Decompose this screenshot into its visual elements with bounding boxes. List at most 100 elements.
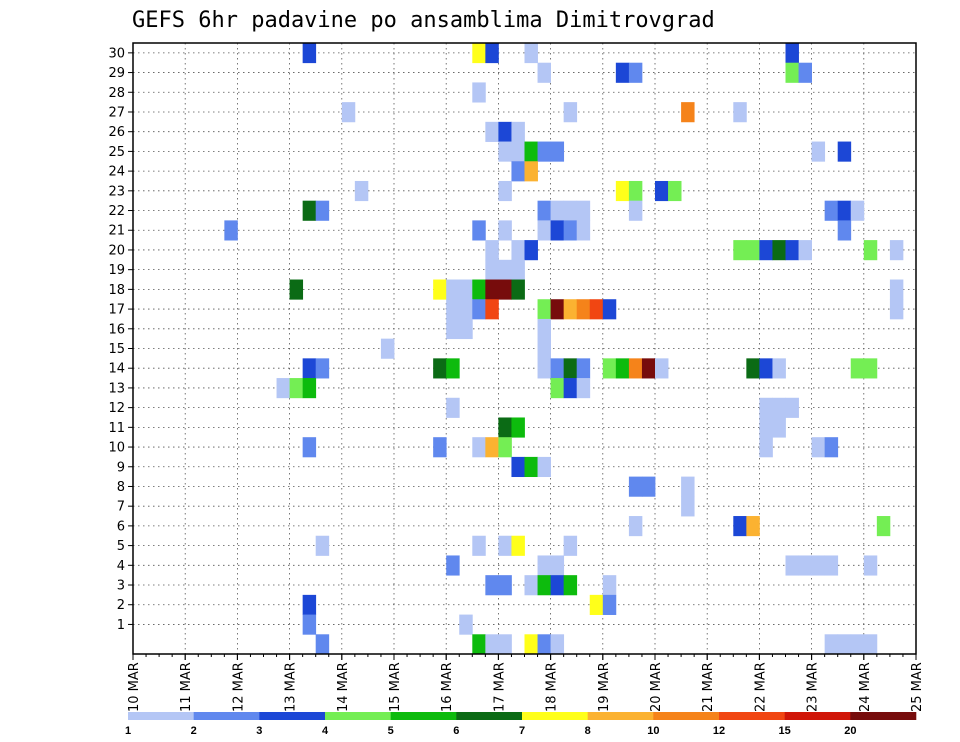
precip-cell xyxy=(785,555,799,576)
y-tick-label: 16 xyxy=(108,322,125,337)
precip-cell xyxy=(733,240,747,261)
precip-cell xyxy=(889,299,904,320)
legend-swatch xyxy=(259,712,326,720)
precip-cell xyxy=(876,516,891,537)
precip-cell xyxy=(850,358,865,379)
precip-cell xyxy=(759,417,773,438)
precip-cell xyxy=(550,358,565,379)
precip-cell xyxy=(446,358,460,379)
precip-cell xyxy=(655,180,669,202)
precip-cell xyxy=(498,575,512,596)
precip-cell xyxy=(485,279,499,300)
precip-cell xyxy=(537,220,551,241)
precip-cell xyxy=(863,358,878,379)
precip-cell xyxy=(472,220,486,241)
precip-cell xyxy=(889,279,904,300)
precip-cell xyxy=(315,358,330,379)
precip-cell xyxy=(563,358,578,379)
precip-cell xyxy=(889,240,904,261)
y-tick-label: 3 xyxy=(117,579,125,594)
precip-cell xyxy=(589,299,604,320)
x-tick-label: 18 MAR xyxy=(545,662,560,712)
precip-cell xyxy=(498,437,512,458)
precip-cell xyxy=(550,634,565,655)
chart-title: GEFS 6hr padavine po ansamblima Dimitrov… xyxy=(132,8,715,33)
legend-swatch xyxy=(193,712,260,720)
precip-cell xyxy=(498,220,512,241)
precip-cell xyxy=(824,634,839,655)
y-axis-ticks: 1234567891011121314151617181920212223242… xyxy=(108,46,133,633)
precip-cell xyxy=(537,62,551,83)
precip-cell xyxy=(746,516,760,537)
precip-cell xyxy=(498,535,512,556)
precip-cell xyxy=(537,141,551,162)
precip-cell xyxy=(772,397,786,418)
y-tick-label: 27 xyxy=(108,105,125,120)
precip-cell xyxy=(863,240,878,261)
y-tick-label: 17 xyxy=(108,303,125,318)
precip-cell xyxy=(681,476,695,497)
precip-cell xyxy=(472,43,486,64)
precip-cell xyxy=(302,614,317,635)
x-axis-ticks: 10 MAR 11 MAR 12 MAR 13 MAR 14 MAR 15 MAR 16 M… xyxy=(127,654,925,712)
precip-cell xyxy=(498,180,512,202)
x-tick-label: 14 MAR xyxy=(336,662,351,712)
legend-label: 10 xyxy=(647,725,659,737)
precip-cell xyxy=(511,279,525,300)
x-tick-label: 24 MAR xyxy=(858,662,873,712)
precip-cell xyxy=(511,535,525,556)
precip-cell xyxy=(511,456,525,478)
precip-cell xyxy=(563,378,578,399)
y-tick-label: 19 xyxy=(108,263,125,278)
precip-cell xyxy=(341,102,356,123)
precip-cell xyxy=(602,358,617,379)
precip-cell xyxy=(576,358,591,379)
precip-cell xyxy=(759,358,773,379)
legend-swatch xyxy=(325,712,391,720)
precip-cell xyxy=(785,62,799,83)
precip-cell xyxy=(485,240,499,261)
legend-label: 6 xyxy=(453,725,459,737)
precip-cell xyxy=(785,240,799,261)
precip-cell xyxy=(537,575,551,596)
precip-cell xyxy=(459,279,473,300)
precip-cell xyxy=(563,535,578,556)
precip-cell xyxy=(563,102,578,123)
precip-cell xyxy=(511,141,525,162)
legend-swatch xyxy=(390,712,457,720)
precip-cell xyxy=(681,102,695,123)
precip-cell xyxy=(850,634,865,655)
precip-cell xyxy=(602,575,617,596)
precip-cell xyxy=(668,180,682,202)
precip-cell xyxy=(524,634,538,655)
precip-cell xyxy=(276,378,290,399)
precip-cell xyxy=(863,555,878,576)
precip-cell xyxy=(224,220,238,241)
precip-cell xyxy=(576,299,591,320)
legend-swatch xyxy=(719,712,785,720)
precip-cell xyxy=(498,259,512,280)
precip-cell xyxy=(759,397,773,418)
precip-cell xyxy=(772,358,786,379)
precip-cell xyxy=(733,102,747,123)
precip-cell xyxy=(550,141,565,162)
precip-cell xyxy=(576,378,591,399)
precip-cell xyxy=(485,299,499,320)
x-tick-label: 21 MAR xyxy=(701,662,716,712)
precip-cell xyxy=(315,634,330,655)
precip-cell xyxy=(524,43,538,64)
y-tick-label: 11 xyxy=(108,421,125,436)
precip-cell xyxy=(472,299,486,320)
y-tick-label: 28 xyxy=(108,86,125,101)
precip-cell xyxy=(550,200,565,221)
legend-label: 8 xyxy=(585,725,591,737)
y-tick-label: 7 xyxy=(117,500,125,515)
x-tick-label: 25 MAR xyxy=(910,662,925,712)
precip-cell xyxy=(537,555,551,576)
precip-cell xyxy=(772,240,786,261)
precip-cell xyxy=(850,200,865,221)
precip-cell xyxy=(524,161,538,182)
y-tick-label: 20 xyxy=(108,243,125,258)
y-tick-label: 13 xyxy=(108,381,125,396)
precip-cell xyxy=(498,279,512,300)
